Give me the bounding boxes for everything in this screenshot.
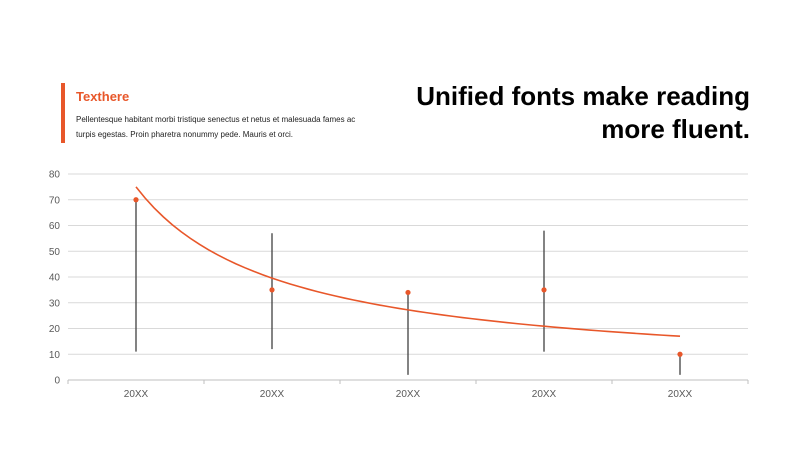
y-tick-label: 40	[49, 273, 61, 284]
x-tick-label: 20XX	[396, 389, 421, 400]
x-tick-labels: 20XX 20XX 20XX 20XX 20XX	[124, 389, 693, 400]
y-tick-label: 80	[49, 170, 61, 181]
y-tick-label: 50	[49, 247, 61, 258]
data-point	[133, 197, 139, 203]
data-point	[269, 287, 275, 293]
trendline	[135, 186, 681, 338]
x-tick-label: 20XX	[124, 389, 149, 400]
x-tick-label: 20XX	[532, 389, 557, 400]
data-point	[405, 289, 411, 296]
headline: Unified fonts make reading more fluent.	[416, 81, 750, 144]
y-tick-label: 0	[54, 376, 60, 387]
y-tick-label: 60	[49, 221, 61, 232]
y-tick-label: 10	[49, 350, 61, 361]
accent-bar	[61, 83, 65, 143]
data-points	[133, 197, 683, 357]
y-tick-label: 70	[49, 195, 61, 206]
x-tick-label: 20XX	[260, 389, 285, 400]
y-tick-labels: 0 10 20 30 40 50 60 70 80	[49, 170, 61, 387]
y-tick-label: 30	[49, 298, 61, 309]
trendline-path	[135, 186, 681, 338]
x-tick-label: 20XX	[668, 389, 693, 400]
text-block: Texthere Pellentesque habitant morbi tri…	[76, 89, 376, 142]
data-point	[541, 287, 547, 293]
y-tick-label: 20	[49, 324, 61, 335]
error-bars	[135, 199, 681, 375]
text-title: Texthere	[76, 89, 130, 104]
text-body: Pellentesque habitant morbi tristique se…	[76, 115, 356, 139]
data-point	[677, 351, 683, 357]
